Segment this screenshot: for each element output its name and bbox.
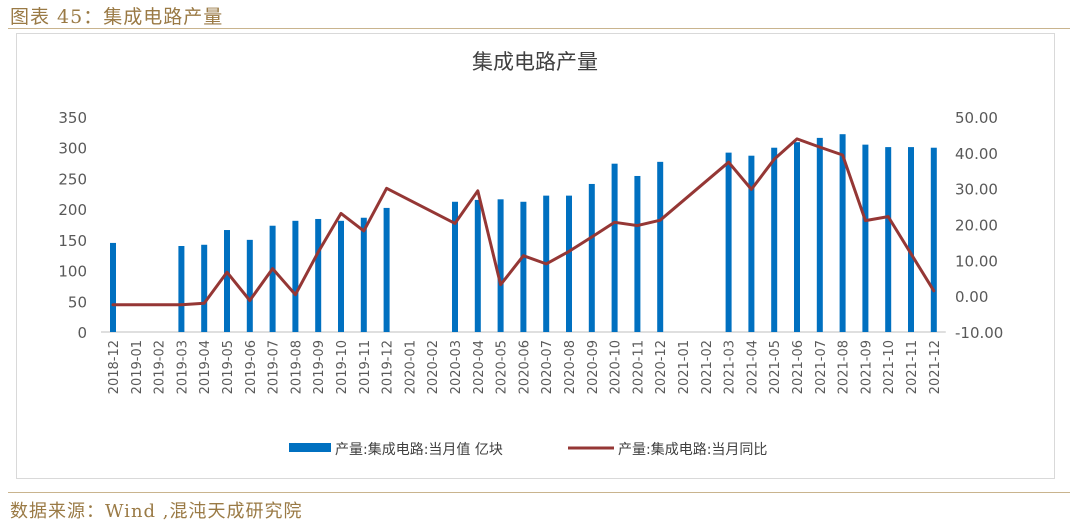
legend-label-line: 产量:集成电路:当月同比: [618, 441, 767, 458]
x-tick-label: 2020-08: [563, 340, 578, 394]
bar: [634, 175, 641, 332]
x-tick-label: 2021-07: [814, 340, 829, 394]
yoy-line-segment: [111, 137, 936, 307]
bar: [885, 147, 892, 332]
x-tick-label: 2019-01: [130, 340, 145, 394]
bar: [178, 246, 185, 332]
bar-series: [110, 134, 937, 332]
x-tick-label: 2020-02: [426, 340, 441, 394]
left-axis: 0 50 100 150 200 250 300 350: [58, 109, 946, 342]
legend-label-bar: 产量:集成电路:当月值 亿块: [335, 441, 503, 458]
figure-caption: 图表 45：集成电路产量: [10, 6, 224, 28]
x-tick-label: 2021-02: [700, 340, 715, 394]
bar: [315, 218, 322, 332]
x-tick-label: 2021-04: [745, 340, 760, 394]
bar: [908, 147, 914, 332]
x-tick-label: 2021-11: [905, 340, 920, 394]
x-tick-label: 2019-03: [175, 340, 190, 394]
bar: [611, 163, 618, 332]
x-tick-label: 2019-08: [289, 340, 304, 394]
left-tick-label: 350: [58, 109, 87, 127]
right-tick-label: 30.00: [955, 181, 998, 199]
line-series: [111, 137, 936, 307]
bar: [452, 201, 458, 332]
x-axis-labels: 2018-12 2019-01 2019-02 2019-03 2019-04 2019-…: [107, 340, 943, 394]
bar: [201, 244, 208, 332]
left-tick-label: 100: [58, 263, 87, 281]
x-tick-label: 2020-10: [609, 340, 624, 394]
x-tick-label: 2019-06: [244, 340, 259, 394]
source-note: 数据来源：Wind ,混沌天成研究院: [10, 501, 303, 522]
x-tick-label: 2019-02: [153, 340, 168, 394]
x-tick-label: 2020-03: [449, 340, 464, 394]
x-tick-label: 2020-09: [586, 340, 601, 394]
bar: [657, 161, 664, 332]
bar: [246, 239, 253, 332]
x-tick-label: 2020-05: [495, 340, 510, 394]
right-tick-label: 0.00: [955, 288, 988, 306]
x-tick-label: 2021-01: [677, 340, 692, 394]
x-tick-label: 2021-03: [723, 340, 738, 394]
right-tick-label: 20.00: [955, 217, 998, 235]
bar: [497, 199, 504, 332]
x-tick-label: 2021-08: [837, 340, 852, 394]
bar: [474, 199, 481, 332]
x-tick-label: 2019-04: [198, 340, 213, 394]
bar: [269, 225, 276, 332]
legend: 产量:集成电路:当月值 亿块 产量:集成电路:当月同比: [289, 441, 767, 458]
chart-title: 集成电路产量: [472, 50, 598, 74]
bar: [566, 195, 572, 332]
bar: [338, 220, 344, 332]
right-tick-label: 50.00: [955, 109, 998, 127]
legend-swatch-bar: [289, 443, 331, 452]
x-tick-label: 2019-10: [335, 340, 350, 394]
bottom-rule: [8, 492, 1070, 493]
top-rule: [8, 28, 1070, 29]
bar: [383, 207, 390, 332]
x-tick-label: 2021-05: [768, 340, 783, 394]
left-tick-label: 300: [58, 140, 87, 158]
x-tick-label: 2020-07: [540, 340, 555, 394]
x-tick-label: 2021-10: [882, 340, 897, 394]
bar: [862, 144, 869, 332]
left-tick-label: 50: [68, 293, 87, 311]
x-tick-label: 2020-11: [631, 340, 646, 394]
bar: [292, 220, 299, 332]
left-tick-label: 0: [77, 324, 87, 342]
x-tick-label: 2020-04: [472, 340, 487, 394]
bar: [588, 183, 595, 332]
bar: [520, 201, 527, 332]
left-tick-label: 150: [58, 232, 87, 250]
x-tick-label: 2019-07: [267, 340, 282, 394]
x-tick-label: 2021-06: [791, 340, 806, 394]
x-tick-label: 2018-12: [107, 340, 122, 394]
bar: [930, 147, 937, 332]
bar: [794, 142, 800, 332]
bar: [360, 217, 367, 332]
x-tick-label: 2021-09: [859, 340, 874, 394]
right-tick-label: -10.00: [955, 324, 1003, 342]
bar: [816, 137, 823, 332]
bar: [748, 155, 755, 332]
right-tick-label: 10.00: [955, 252, 998, 270]
bar: [771, 147, 778, 332]
bar: [110, 242, 116, 332]
left-tick-label: 200: [58, 201, 87, 219]
left-tick-label: 250: [58, 170, 87, 188]
x-tick-label: 2019-11: [358, 340, 373, 394]
x-tick-label: 2019-05: [221, 340, 236, 394]
bar: [725, 152, 732, 332]
x-tick-label: 2020-06: [517, 340, 532, 394]
right-axis: -10.00 0.00 10.00 20.00 30.00 40.00 50.00: [955, 109, 1003, 342]
x-tick-label: 2019-12: [381, 340, 396, 394]
x-tick-label: 2021-12: [928, 340, 943, 394]
chart-svg: 集成电路产量 0 50 100 150 200 250 300 350 -10.00 0.00 1…: [58, 50, 1003, 458]
x-tick-label: 2020-12: [654, 340, 669, 394]
right-tick-label: 40.00: [955, 145, 998, 163]
bar: [839, 134, 846, 332]
x-tick-label: 2019-09: [312, 340, 327, 394]
bar: [224, 230, 230, 332]
chart-container: 集成电路产量 0 50 100 150 200 250 300 350 -10.00 0.00 1…: [16, 33, 1055, 479]
x-tick-label: 2020-01: [403, 340, 418, 394]
